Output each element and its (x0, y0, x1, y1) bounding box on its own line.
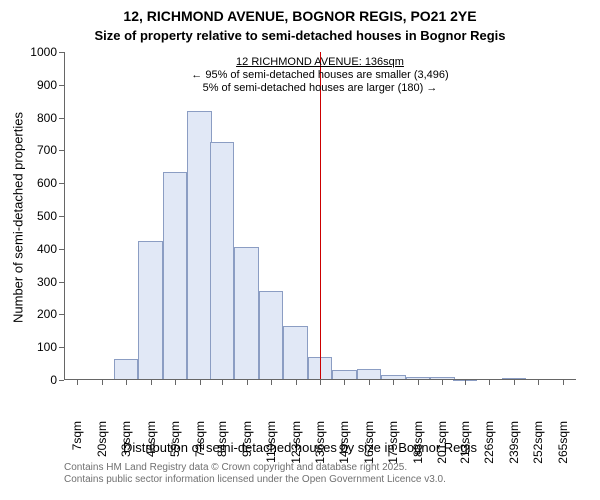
chart-title-line2: Size of property relative to semi-detach… (0, 28, 600, 43)
y-tick (59, 347, 64, 348)
y-axis-line (64, 52, 65, 380)
chart-title-line1: 12, RICHMOND AVENUE, BOGNOR REGIS, PO21 … (0, 8, 600, 24)
x-tick (77, 380, 78, 385)
x-tick (126, 380, 127, 385)
y-axis-label: Number of semi-detached properties (11, 53, 26, 381)
plot-area: 010020030040050060070080090010007sqm20sq… (64, 52, 576, 380)
x-tick (442, 380, 443, 385)
y-tick (59, 118, 64, 119)
x-tick (393, 380, 394, 385)
callout-box: 12 RICHMOND AVENUE: 136sqm← 95% of semi-… (170, 56, 470, 95)
histogram-bar (187, 111, 211, 380)
y-tick (59, 314, 64, 315)
histogram-bar (163, 172, 187, 380)
y-tick (59, 85, 64, 86)
x-tick (271, 380, 272, 385)
y-tick (59, 282, 64, 283)
y-tick (59, 380, 64, 381)
x-tick (151, 380, 152, 385)
histogram-bar (114, 359, 138, 380)
y-tick (59, 249, 64, 250)
x-tick (563, 380, 564, 385)
x-tick (200, 380, 201, 385)
caption-line2: Contains public sector information licen… (64, 474, 446, 485)
x-tick (369, 380, 370, 385)
x-tick (222, 380, 223, 385)
y-tick (59, 183, 64, 184)
y-tick (59, 216, 64, 217)
x-tick (320, 380, 321, 385)
x-tick (489, 380, 490, 385)
x-tick (102, 380, 103, 385)
x-tick (465, 380, 466, 385)
y-tick (59, 150, 64, 151)
x-tick (514, 380, 515, 385)
x-tick (175, 380, 176, 385)
histogram-bar (234, 247, 258, 380)
caption-line1: Contains HM Land Registry data © Crown c… (64, 462, 407, 473)
x-axis-label: Distribution of semi-detached houses by … (0, 440, 600, 455)
histogram-bar (259, 291, 283, 380)
histogram-bar (138, 241, 162, 380)
y-tick (59, 52, 64, 53)
histogram-bar (283, 326, 307, 380)
histogram-bar (210, 142, 234, 380)
reference-line (320, 52, 321, 380)
x-tick (296, 380, 297, 385)
x-tick (344, 380, 345, 385)
x-tick (538, 380, 539, 385)
x-tick (418, 380, 419, 385)
x-tick (247, 380, 248, 385)
